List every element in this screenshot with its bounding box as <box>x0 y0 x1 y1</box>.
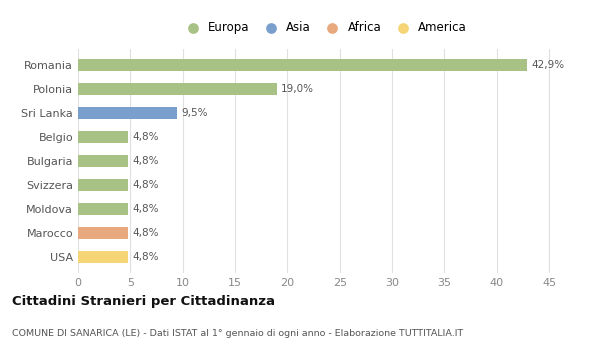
Text: Cittadini Stranieri per Cittadinanza: Cittadini Stranieri per Cittadinanza <box>12 294 275 308</box>
Bar <box>78 251 128 263</box>
Text: 4,8%: 4,8% <box>133 252 159 262</box>
Text: 19,0%: 19,0% <box>281 84 314 94</box>
Bar <box>78 155 128 167</box>
Bar <box>78 179 128 191</box>
Legend: Europa, Asia, Africa, America: Europa, Asia, Africa, America <box>181 21 467 34</box>
Bar <box>78 59 527 71</box>
Text: 4,8%: 4,8% <box>133 180 159 190</box>
Bar <box>78 203 128 215</box>
Text: 4,8%: 4,8% <box>133 204 159 214</box>
Text: 4,8%: 4,8% <box>133 228 159 238</box>
Text: 42,9%: 42,9% <box>531 60 565 70</box>
Bar <box>78 107 178 119</box>
Bar <box>78 83 277 95</box>
Bar <box>78 227 128 239</box>
Text: COMUNE DI SANARICA (LE) - Dati ISTAT al 1° gennaio di ogni anno - Elaborazione T: COMUNE DI SANARICA (LE) - Dati ISTAT al … <box>12 329 463 338</box>
Bar <box>78 131 128 143</box>
Text: 9,5%: 9,5% <box>182 108 208 118</box>
Text: 4,8%: 4,8% <box>133 156 159 166</box>
Text: 4,8%: 4,8% <box>133 132 159 142</box>
